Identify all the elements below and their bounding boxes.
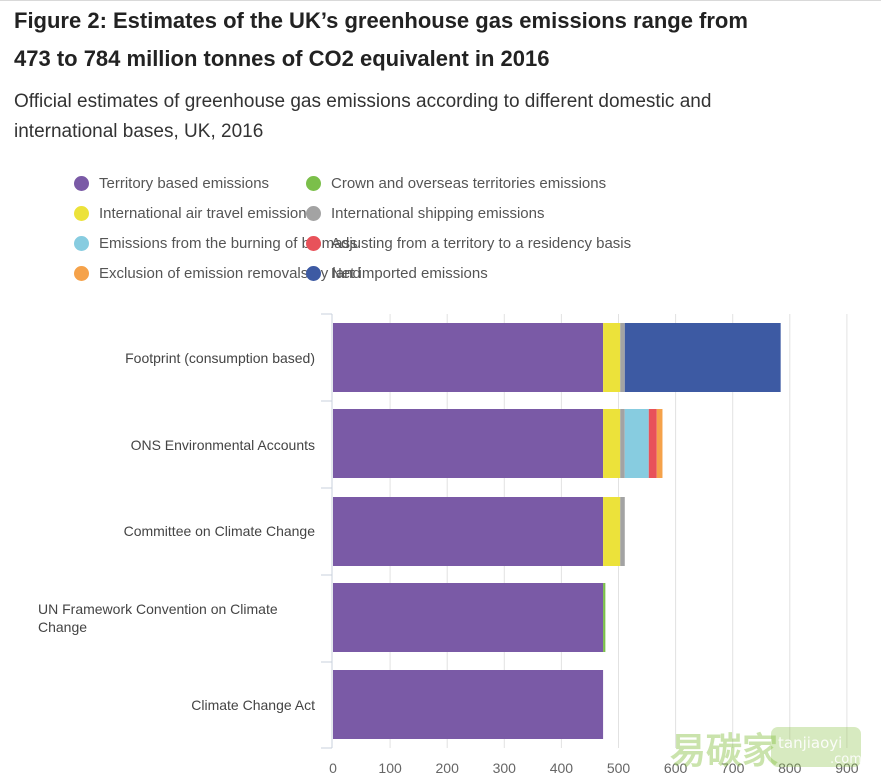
bar-segment-residency[interactable] <box>648 409 657 478</box>
legend-label: International shipping emissions <box>331 204 545 222</box>
bar-segment-air[interactable] <box>603 497 621 566</box>
x-tick-label: 400 <box>550 760 574 776</box>
x-tick-label: 800 <box>778 760 802 776</box>
watermark-domain: .com <box>830 752 862 767</box>
bar-segment-shipping[interactable] <box>620 497 625 566</box>
legend-label: International air travel emissions <box>99 204 315 222</box>
bar-segment-imported[interactable] <box>624 323 781 392</box>
legend-swatch <box>74 175 89 191</box>
bar-segment-territory[interactable] <box>333 670 604 739</box>
x-tick-label: 300 <box>493 760 517 776</box>
category-label: ONS Environmental Accounts <box>130 437 315 453</box>
bar-segment-crown[interactable] <box>603 583 606 652</box>
legend-item-removals[interactable]: Exclusion of emission removals by land <box>74 263 361 283</box>
legend-item-territory[interactable]: Territory based emissions <box>74 173 269 193</box>
legend-item-shipping[interactable]: International shipping emissions <box>306 203 544 223</box>
bar-segment-air[interactable] <box>603 323 621 392</box>
legend-label: Net imported emissions <box>331 264 488 282</box>
legend-item-imported[interactable]: Net imported emissions <box>306 263 488 283</box>
top-divider <box>0 0 881 1</box>
legend-swatch <box>306 235 321 251</box>
legend-label: Territory based emissions <box>99 174 270 192</box>
legend-label: Adjusting from a territory to a residenc… <box>331 234 632 252</box>
legend-label: Emissions from the burning of biomass <box>99 234 358 252</box>
category-label: Climate Change Act <box>191 697 315 713</box>
category-label: UN Framework Convention on Climate Chang… <box>38 601 278 635</box>
legend-swatch <box>306 205 321 221</box>
legend-item-crown[interactable]: Crown and overseas territories emissions <box>306 173 606 193</box>
category-label: Committee on Climate Change <box>123 523 315 539</box>
watermark-site: tanjiaoyi <box>778 734 842 752</box>
legend-item-residency[interactable]: Adjusting from a territory to a residenc… <box>306 233 631 253</box>
bar-segment-territory[interactable] <box>333 409 604 478</box>
watermark-logo: 易碳家 tanjiaoyi .com <box>670 727 862 772</box>
chart-subtitle: Official estimates of greenhouse gas emi… <box>14 91 712 142</box>
legend-swatch <box>306 175 321 191</box>
bar-segment-removals[interactable] <box>656 409 663 478</box>
bar-segment-shipping[interactable] <box>620 409 625 478</box>
bar-segment-biomass[interactable] <box>624 409 649 478</box>
x-tick-label: 100 <box>378 760 402 776</box>
x-tick-label: 500 <box>607 760 631 776</box>
chart-title: Figure 2: Estimates of the UK’s greenhou… <box>14 8 748 71</box>
bar-segment-territory[interactable] <box>333 323 604 392</box>
legend-label: Crown and overseas territories emissions <box>331 174 607 192</box>
legend-swatch <box>74 265 89 281</box>
watermark-brand: 易碳家 <box>670 731 778 772</box>
bar-segment-air[interactable] <box>603 409 621 478</box>
legend-swatch <box>74 205 89 221</box>
x-tick-label: 0 <box>329 760 337 776</box>
x-tick-label: 600 <box>664 760 688 776</box>
x-tick-label: 900 <box>835 760 859 776</box>
legend-item-air[interactable]: International air travel emissions <box>74 203 314 223</box>
bar-segment-territory[interactable] <box>333 583 604 652</box>
legend-swatch <box>74 235 89 251</box>
bar-segment-shipping[interactable] <box>620 323 625 392</box>
bar-segment-territory[interactable] <box>333 497 604 566</box>
legend-label: Exclusion of emission removals by land <box>99 264 361 282</box>
x-tick-label: 700 <box>721 760 745 776</box>
legend-swatch <box>306 265 321 281</box>
x-tick-label: 200 <box>436 760 460 776</box>
category-label: Footprint (consumption based) <box>125 350 315 366</box>
legend-item-biomass[interactable]: Emissions from the burning of biomass <box>74 233 357 253</box>
